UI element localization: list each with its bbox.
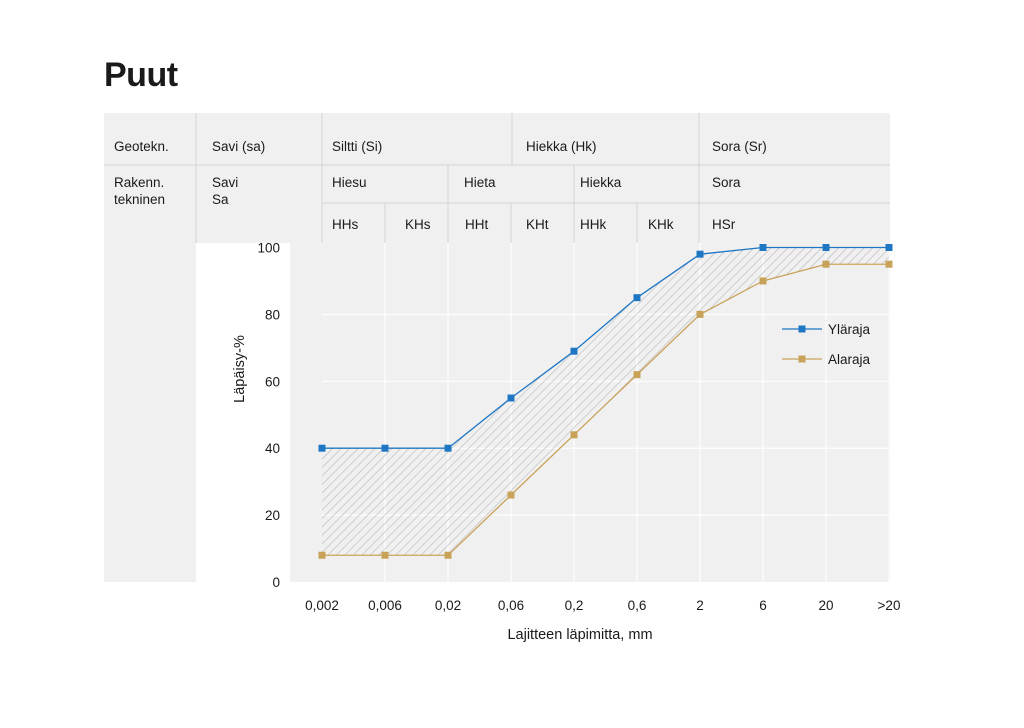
point-alaraja bbox=[822, 260, 830, 268]
y-tick-label: 40 bbox=[265, 441, 280, 456]
point-ylaraja bbox=[318, 444, 326, 452]
x-tick-label: 0,02 bbox=[435, 598, 461, 613]
classification-grid bbox=[104, 113, 890, 243]
x-axis-title: Lajitteen läpimitta, mm bbox=[507, 627, 652, 643]
legend-label-ylaraja: Yläraja bbox=[828, 322, 871, 337]
point-ylaraja bbox=[633, 294, 641, 302]
point-ylaraja bbox=[444, 444, 452, 452]
y-tick-label: 0 bbox=[272, 575, 280, 590]
legend-marker-alaraja bbox=[798, 355, 806, 363]
sub-kht: KHt bbox=[526, 217, 549, 232]
point-ylaraja bbox=[570, 347, 578, 355]
x-tick-label: 6 bbox=[759, 598, 767, 613]
geotekn-hiekka: Hiekka (Hk) bbox=[526, 139, 597, 154]
label-column-bg bbox=[104, 243, 196, 582]
rakenn-label-line1: Rakenn. bbox=[114, 175, 164, 190]
x-tick-label: 2 bbox=[696, 598, 704, 613]
rakenn-hiesu: Hiesu bbox=[332, 175, 367, 190]
point-alaraja bbox=[318, 551, 326, 559]
page-title: Puut bbox=[104, 56, 178, 94]
sub-khk: KHk bbox=[648, 217, 674, 232]
sub-hhs: HHs bbox=[332, 217, 358, 232]
range-band bbox=[322, 247, 889, 556]
legend-marker-ylaraja bbox=[798, 325, 806, 333]
sub-khs: KHs bbox=[405, 217, 431, 232]
point-ylaraja bbox=[885, 244, 893, 251]
point-alaraja bbox=[885, 260, 893, 268]
point-ylaraja bbox=[507, 394, 515, 402]
geotekn-siltti: Siltti (Si) bbox=[332, 139, 382, 154]
rakenn-label-line2: tekninen bbox=[114, 192, 165, 207]
point-ylaraja bbox=[696, 250, 704, 258]
rakenn-hiekka: Hiekka bbox=[580, 175, 622, 190]
x-tick-label: 0,006 bbox=[368, 598, 402, 613]
classification-table-bg bbox=[104, 113, 890, 243]
point-alaraja bbox=[570, 431, 578, 439]
y-tick-label: 20 bbox=[265, 508, 280, 523]
rakenn-sora: Sora bbox=[712, 175, 741, 190]
x-tick-label: 0,002 bbox=[305, 598, 339, 613]
y-tick-label: 100 bbox=[257, 241, 280, 256]
rakenn-savi-line2: Sa bbox=[212, 192, 229, 207]
x-tick-label: 0,6 bbox=[628, 598, 647, 613]
sub-hht: HHt bbox=[465, 217, 488, 232]
legend: Yläraja Alaraja bbox=[782, 322, 871, 367]
series-line-ylaraja bbox=[322, 246, 889, 449]
point-alaraja bbox=[759, 277, 767, 285]
point-alaraja bbox=[633, 371, 641, 379]
x-tick-label: >20 bbox=[878, 598, 901, 613]
rakenn-hieta: Hieta bbox=[464, 175, 496, 190]
point-alaraja bbox=[444, 551, 452, 559]
x-tick-label: 0,2 bbox=[565, 598, 584, 613]
y-tick-label: 60 bbox=[265, 374, 280, 389]
x-tick-label: 0,06 bbox=[498, 598, 524, 613]
series-line-alaraja bbox=[322, 263, 889, 556]
geotekn-sora: Sora (Sr) bbox=[712, 139, 767, 154]
point-alaraja bbox=[381, 551, 389, 559]
legend-label-alaraja: Alaraja bbox=[828, 352, 871, 367]
x-tick-label: 20 bbox=[818, 598, 833, 613]
sub-hhk: HHk bbox=[580, 217, 606, 232]
geotekn-savi: Savi (sa) bbox=[212, 139, 265, 154]
point-ylaraja bbox=[759, 244, 767, 251]
point-ylaraja bbox=[822, 244, 830, 251]
y-axis-title: Läpäisy-% bbox=[232, 335, 248, 403]
point-ylaraja bbox=[381, 444, 389, 452]
point-alaraja bbox=[507, 491, 515, 499]
geotekn-label: Geotekn. bbox=[114, 139, 169, 154]
sub-hsr: HSr bbox=[712, 217, 736, 232]
y-tick-label: 80 bbox=[265, 307, 280, 322]
rakenn-savi-line1: Savi bbox=[212, 175, 238, 190]
point-alaraja bbox=[696, 310, 704, 318]
